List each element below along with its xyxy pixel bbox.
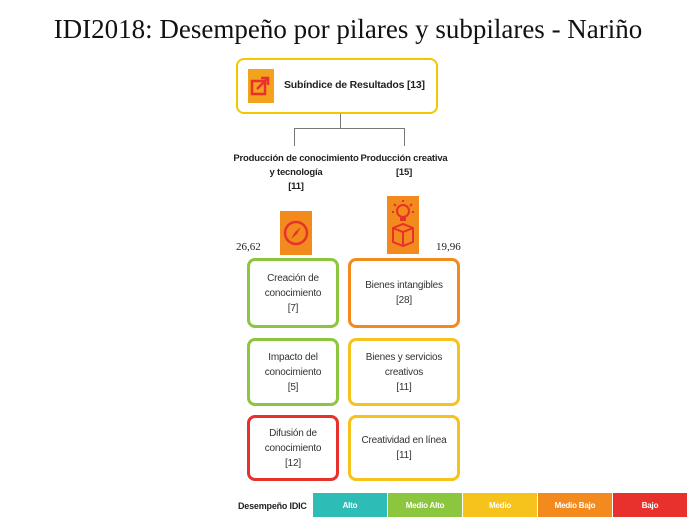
subpillar-creative-goods-services: Bienes y servicios creativos [11] [348, 338, 460, 406]
subpillar-line2: creativos [384, 366, 424, 378]
root-index-label: Subíndice de Resultados [13] [284, 79, 425, 91]
legend-item-medio-bajo: Medio Bajo [538, 493, 612, 517]
subpillar-rank: [28] [396, 295, 412, 306]
subpillar-line1: Bienes y servicios [365, 351, 443, 363]
subpillar-rank: [5] [287, 381, 299, 393]
subpillar-line1: Bienes intangibles [365, 280, 443, 291]
pillar-creative-name-line1: Producción creativa [360, 153, 448, 164]
subpillar-rank: [7] [287, 302, 299, 314]
subpillar-knowledge-creation: Creación de conocimiento [7] [247, 258, 339, 328]
subpillar-knowledge-diffusion: Difusión de conocimiento [12] [247, 415, 339, 481]
subpillar-rank: [12] [285, 457, 301, 469]
pillar-knowledge-label: Producción de conocimiento y tecnología … [224, 152, 368, 194]
subpillar-intangible-goods: Bienes intangibles [28] [348, 258, 460, 328]
subpillar-rank: [11] [396, 450, 412, 461]
subpillar-line1: Difusión de [269, 427, 317, 439]
subpillar-line1: Impacto del [268, 351, 318, 363]
legend-label: Desempeño IDIC [238, 501, 307, 511]
pillar-knowledge-name-line1: Producción de conocimiento [233, 153, 359, 164]
subpillar-rank: [11] [396, 381, 412, 393]
subpillar-line2: conocimiento [264, 442, 322, 454]
pillar-knowledge-rank: [11] [288, 181, 304, 192]
legend-item-bajo: Bajo [613, 493, 687, 517]
legend-item-medio-alto: Medio Alto [388, 493, 462, 517]
arrow-box-icon [248, 69, 274, 103]
legend-item-alto: Alto [313, 493, 387, 517]
connector-right-down [404, 128, 405, 146]
subpillar-line2: conocimiento [264, 287, 322, 299]
pillar-creative-value: 19,96 [436, 241, 461, 253]
compass-icon [280, 211, 312, 255]
subpillar-knowledge-impact: Impacto del conocimiento [5] [247, 338, 339, 406]
pillar-creative-label: Producción creativa [15] [346, 152, 462, 180]
connector-root-down [340, 114, 341, 128]
root-index-box: Subíndice de Resultados [13] [236, 58, 438, 114]
subpillar-line1: Creatividad en línea [361, 435, 447, 446]
pillar-knowledge-value: 26,62 [236, 241, 261, 253]
connector-left-down [294, 128, 295, 146]
subpillar-online-creativity: Creatividad en línea [11] [348, 415, 460, 481]
pillar-knowledge-name-line2: y tecnología [269, 167, 323, 178]
page-title: IDI2018: Desempeño por pilares y subpila… [53, 14, 643, 44]
connector-horizontal [294, 128, 404, 129]
lightbulb-box-icon [387, 196, 419, 254]
pillar-creative-rank: [15] [395, 167, 413, 178]
subpillar-line1: Creación de [267, 272, 319, 284]
subpillar-line2: conocimiento [264, 366, 322, 378]
legend-item-medio: Medio [463, 493, 537, 517]
